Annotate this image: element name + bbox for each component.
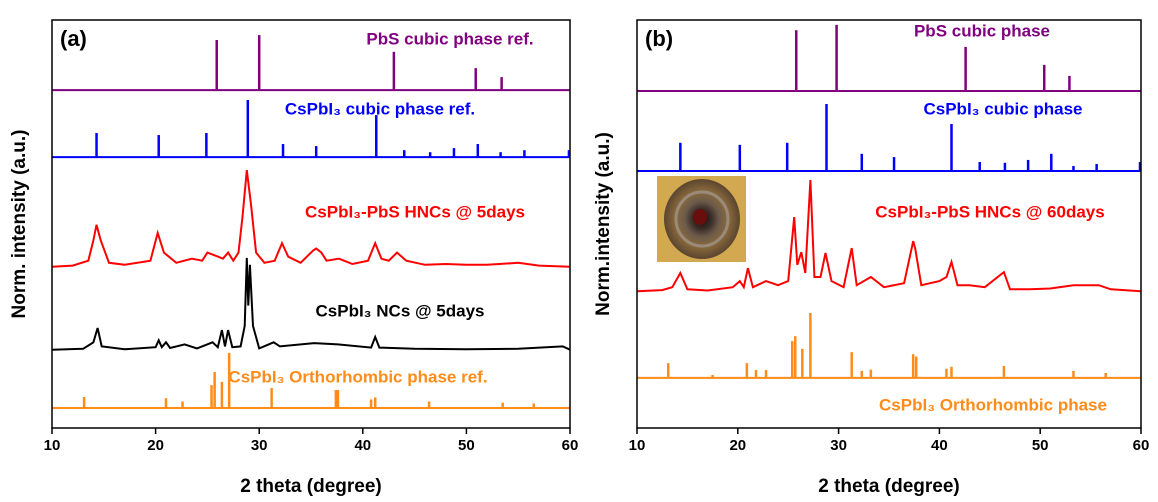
series-label: CsPbI₃ cubic phase	[923, 99, 1082, 118]
y-axis-label: Norm. intensity (a.u.)	[9, 130, 30, 319]
panel-title: (a)	[60, 26, 87, 51]
series-label: CsPbI₃ Orthorhombic phase ref.	[228, 367, 487, 386]
x-tick-label: 10	[44, 437, 61, 454]
x-tick-label: 30	[830, 437, 847, 454]
panel-title: (b)	[645, 26, 673, 51]
x-tick-label: 30	[251, 437, 268, 454]
x-axis-label: 2 theta (degree)	[818, 476, 959, 497]
series-label: PbS cubic phase ref.	[366, 29, 533, 48]
series-label: CsPbI₃ cubic phase ref.	[285, 99, 475, 118]
series-label: CsPbI₃-PbS HNCs @ 60days	[875, 202, 1104, 221]
x-tick-label: 50	[1032, 437, 1049, 454]
series-label: CsPbI₃ Orthorhombic phase	[879, 395, 1107, 414]
x-axis-label: 2 theta (degree)	[240, 476, 381, 497]
x-tick-label: 10	[629, 437, 646, 454]
y-axis-label: Norm.intensity (a.u.)	[593, 132, 614, 316]
x-tick-label: 50	[458, 437, 475, 454]
series-label: CsPbI₃ NCs @ 5days	[316, 301, 485, 320]
x-tick-label: 20	[729, 437, 746, 454]
x-tick-label: 60	[562, 437, 579, 454]
series-label: CsPbI₃-PbS HNCs @ 5days	[305, 202, 525, 221]
x-tick-label: 60	[1133, 437, 1150, 454]
x-tick-label: 20	[147, 437, 164, 454]
series-label: PbS cubic phase	[914, 21, 1050, 40]
inset-photo	[657, 176, 746, 262]
figure: PbS cubic phase ref. CsPbI₃ cubic phase r…	[0, 0, 1158, 502]
x-tick-label: 40	[354, 437, 371, 454]
x-tick-label: 40	[931, 437, 948, 454]
pattern-line	[52, 258, 570, 350]
